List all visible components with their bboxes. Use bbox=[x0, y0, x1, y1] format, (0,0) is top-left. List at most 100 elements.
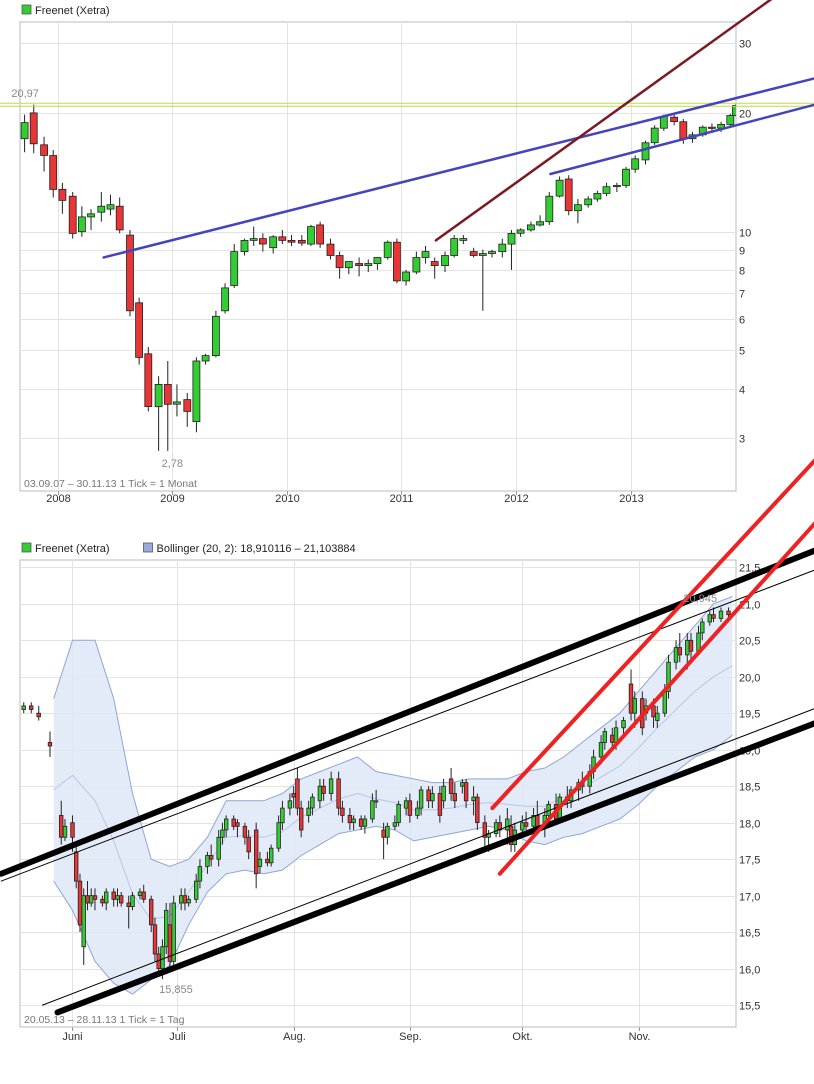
candle-down bbox=[469, 251, 478, 256]
candle-down bbox=[295, 778, 300, 809]
candle-up bbox=[193, 880, 199, 900]
candle-up bbox=[498, 243, 507, 253]
candle-up bbox=[641, 142, 650, 161]
y-tick-label: 17,0 bbox=[739, 892, 760, 904]
candle-down bbox=[711, 614, 716, 619]
candle-up bbox=[130, 895, 135, 908]
candle-down bbox=[670, 116, 678, 122]
y-tick-label: 10 bbox=[739, 228, 751, 240]
candle-up bbox=[221, 287, 230, 312]
candle-down bbox=[688, 639, 694, 652]
candle-down bbox=[347, 815, 353, 824]
candle-up bbox=[373, 800, 379, 803]
x-tick-label: 2012 bbox=[504, 493, 528, 505]
candle-up bbox=[137, 891, 143, 896]
candle-down bbox=[679, 121, 688, 140]
candle-up bbox=[430, 793, 435, 802]
candle-up bbox=[230, 251, 239, 286]
candle-up bbox=[197, 866, 203, 882]
candle-up bbox=[488, 251, 496, 254]
candle-down bbox=[163, 383, 172, 405]
candle-down bbox=[231, 818, 236, 827]
candle-up bbox=[418, 789, 424, 809]
candle-up bbox=[351, 818, 356, 823]
candle-down bbox=[59, 815, 64, 838]
legend-label: Freenet (Xetra) bbox=[35, 5, 110, 17]
trendline bbox=[434, 0, 773, 242]
candle-down bbox=[235, 822, 240, 827]
bollinger-upper bbox=[53, 596, 733, 868]
candle-up bbox=[602, 186, 611, 194]
candle-up bbox=[707, 614, 712, 623]
candle-up bbox=[700, 621, 705, 634]
y-tick-label: 20,5 bbox=[739, 636, 760, 648]
candle-up bbox=[621, 720, 626, 729]
candle-down bbox=[111, 891, 116, 900]
x-tick-label: Sep. bbox=[399, 1031, 422, 1043]
candle-up bbox=[192, 360, 201, 422]
candle-down bbox=[326, 243, 335, 256]
low-label: 2,78 bbox=[162, 458, 183, 470]
candle-up bbox=[223, 818, 229, 831]
candle-down bbox=[29, 112, 38, 145]
candle-up bbox=[673, 647, 679, 663]
candle-up bbox=[545, 195, 554, 223]
candle-down bbox=[119, 895, 124, 904]
x-tick-label: Aug. bbox=[283, 1031, 306, 1043]
legend-swatch bbox=[21, 542, 32, 553]
candle-up bbox=[160, 946, 165, 970]
candle-down bbox=[677, 647, 682, 656]
x-tick-label: Juni bbox=[62, 1031, 82, 1043]
candle-up bbox=[310, 796, 315, 809]
candle-down bbox=[448, 778, 454, 794]
candle-up bbox=[718, 610, 724, 619]
candle-up bbox=[97, 205, 106, 213]
candle-up bbox=[385, 825, 390, 838]
candle-up bbox=[211, 315, 220, 356]
candle-up bbox=[584, 198, 593, 206]
candle-up bbox=[732, 105, 736, 116]
candle-up bbox=[62, 825, 68, 838]
y-tick-label: 5 bbox=[739, 346, 745, 358]
candle-up bbox=[154, 383, 163, 408]
y-tick-label: 15,5 bbox=[739, 1001, 760, 1013]
candle-down bbox=[291, 793, 296, 798]
candle-up bbox=[685, 639, 690, 656]
candle-up bbox=[460, 782, 465, 787]
candle-up bbox=[441, 255, 449, 267]
candle-up bbox=[650, 127, 659, 144]
candle-down bbox=[628, 683, 634, 714]
candle-down bbox=[535, 815, 540, 827]
candle-down bbox=[335, 255, 344, 269]
candle-down bbox=[726, 610, 731, 616]
candle-down bbox=[475, 796, 480, 823]
candle-down bbox=[297, 239, 306, 244]
y-tick-label: 7 bbox=[739, 289, 745, 301]
y-tick-label: 3 bbox=[739, 434, 745, 446]
candle-up bbox=[396, 804, 401, 824]
bollinger-band bbox=[53, 596, 733, 995]
candle-down bbox=[265, 858, 270, 864]
trendline bbox=[497, 521, 814, 876]
candle-down bbox=[430, 261, 439, 266]
candle-down bbox=[564, 178, 573, 212]
trendline bbox=[0, 569, 814, 882]
candle-down bbox=[381, 829, 386, 838]
candle-up bbox=[89, 895, 94, 904]
trendline bbox=[54, 720, 814, 1016]
candle-down bbox=[355, 263, 364, 266]
plot-area bbox=[19, 21, 737, 492]
candle-up bbox=[602, 731, 607, 743]
candle-down bbox=[407, 800, 413, 816]
candle-down bbox=[708, 126, 716, 129]
candle-up bbox=[178, 895, 184, 904]
trendline bbox=[549, 103, 814, 176]
candle-up bbox=[392, 822, 398, 827]
y-tick-label: 17,5 bbox=[739, 855, 760, 867]
candle-up bbox=[171, 902, 176, 962]
candle-down bbox=[141, 891, 146, 900]
y-tick-label: 18,0 bbox=[739, 819, 760, 831]
candle-down bbox=[278, 236, 287, 241]
candle-up bbox=[220, 829, 225, 838]
y-tick-label: 18,5 bbox=[739, 782, 760, 794]
